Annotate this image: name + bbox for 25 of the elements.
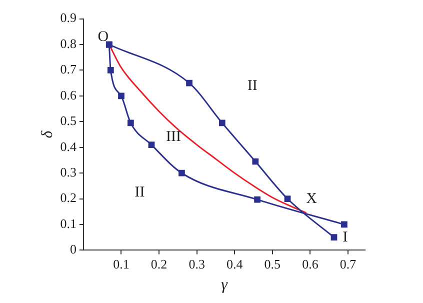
x-tick-label: 0.7 xyxy=(340,256,357,272)
y-tick-label: 0.1 xyxy=(60,216,76,231)
annotation: II xyxy=(247,78,258,94)
annotation: X xyxy=(306,191,318,208)
annotation: I xyxy=(342,229,348,246)
annotation: III xyxy=(166,128,182,145)
x-tick-label: 0.3 xyxy=(188,256,205,272)
x-tick-label: 0.4 xyxy=(226,256,244,272)
x-tick-label: 0.1 xyxy=(113,256,130,272)
y-tick-label: 0.7 xyxy=(60,62,77,77)
y-tick-label: 0.4 xyxy=(60,138,77,154)
x-tick-label: 0.2 xyxy=(150,256,168,272)
y-axis-title: δ xyxy=(38,130,56,138)
y-tick-label: 0 xyxy=(70,242,76,257)
annotation: O xyxy=(98,29,109,46)
y-tick-label: 0.5 xyxy=(60,113,76,128)
y-tick-label: 0.9 xyxy=(60,10,76,26)
x-axis-title: γ xyxy=(221,276,228,294)
y-tick-label: 0.6 xyxy=(60,87,77,102)
x-tick-label: 0.5 xyxy=(264,256,281,272)
y-tick-label: 0.8 xyxy=(60,36,76,51)
y-tick-label: 0.2 xyxy=(60,190,76,206)
x-tick-label: 0.6 xyxy=(302,256,319,272)
y-tick-label: 0.3 xyxy=(60,164,76,180)
annotation: II xyxy=(134,184,145,200)
